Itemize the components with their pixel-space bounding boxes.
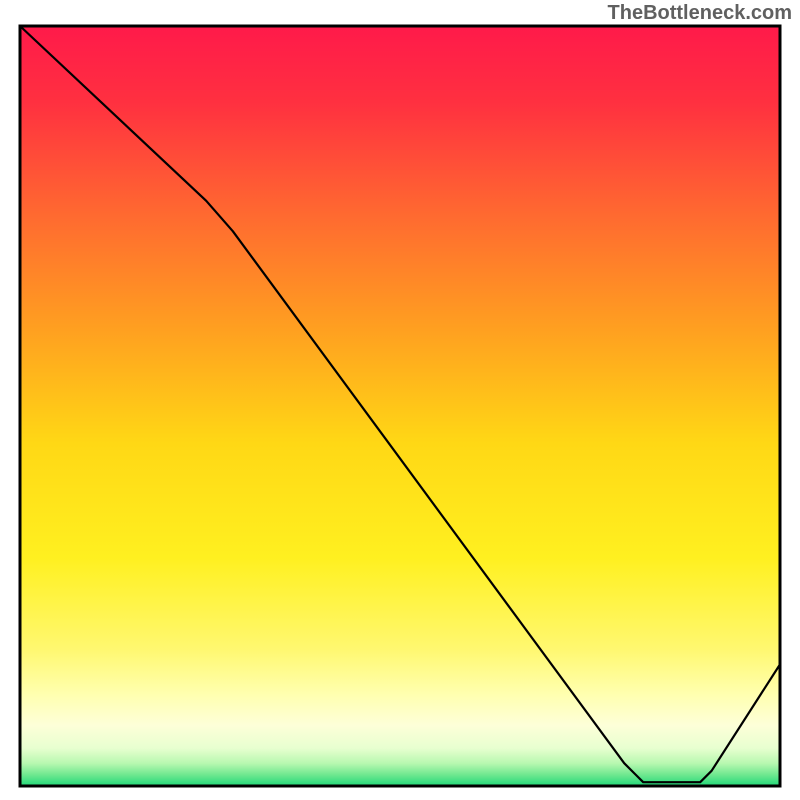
bottleneck-chart: [0, 0, 800, 800]
watermark-text: TheBottleneck.com: [608, 2, 792, 25]
chart-background: [20, 26, 780, 786]
chart-container: TheBottleneck.com: [0, 0, 800, 800]
